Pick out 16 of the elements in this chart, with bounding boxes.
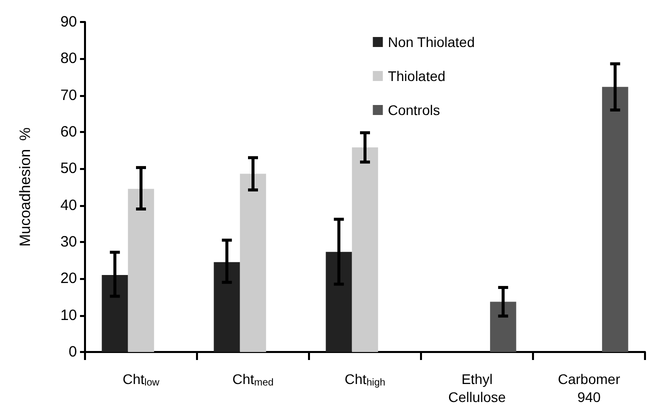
y-tick-label: 80 xyxy=(60,50,77,68)
y-tick-label: 50 xyxy=(60,160,77,178)
y-tick-label: 60 xyxy=(60,124,77,140)
y-tick-label: 90 xyxy=(60,14,77,30)
y-tick-label: 40 xyxy=(60,196,77,214)
legend-label: Non Thiolated xyxy=(388,34,475,50)
y-tick-label: 70 xyxy=(60,86,77,104)
legend-label: Thiolated xyxy=(388,68,446,84)
y-tick-label: 20 xyxy=(60,270,77,288)
x-tick-label: Carbomer 940 xyxy=(558,371,620,405)
legend-label: Controls xyxy=(388,102,440,118)
y-tick-label: 0 xyxy=(68,344,77,360)
x-tick-label: Ethyl Cellulose xyxy=(448,371,506,405)
y-axis-title: Mucoadhesion % xyxy=(17,127,34,247)
y-tick-label: 30 xyxy=(60,234,77,250)
y-tick-label: 10 xyxy=(60,306,77,324)
